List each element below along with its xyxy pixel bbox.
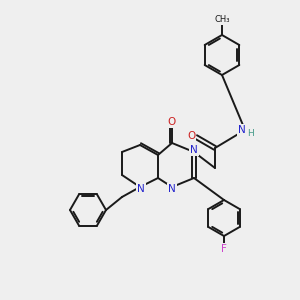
Text: N: N	[238, 125, 246, 135]
Text: O: O	[187, 131, 195, 141]
Text: H: H	[247, 128, 254, 137]
Text: N: N	[137, 184, 145, 194]
Text: F: F	[221, 244, 227, 254]
Text: N: N	[190, 145, 198, 155]
Text: N: N	[168, 184, 176, 194]
Text: O: O	[168, 117, 176, 127]
Text: CH₃: CH₃	[214, 16, 230, 25]
